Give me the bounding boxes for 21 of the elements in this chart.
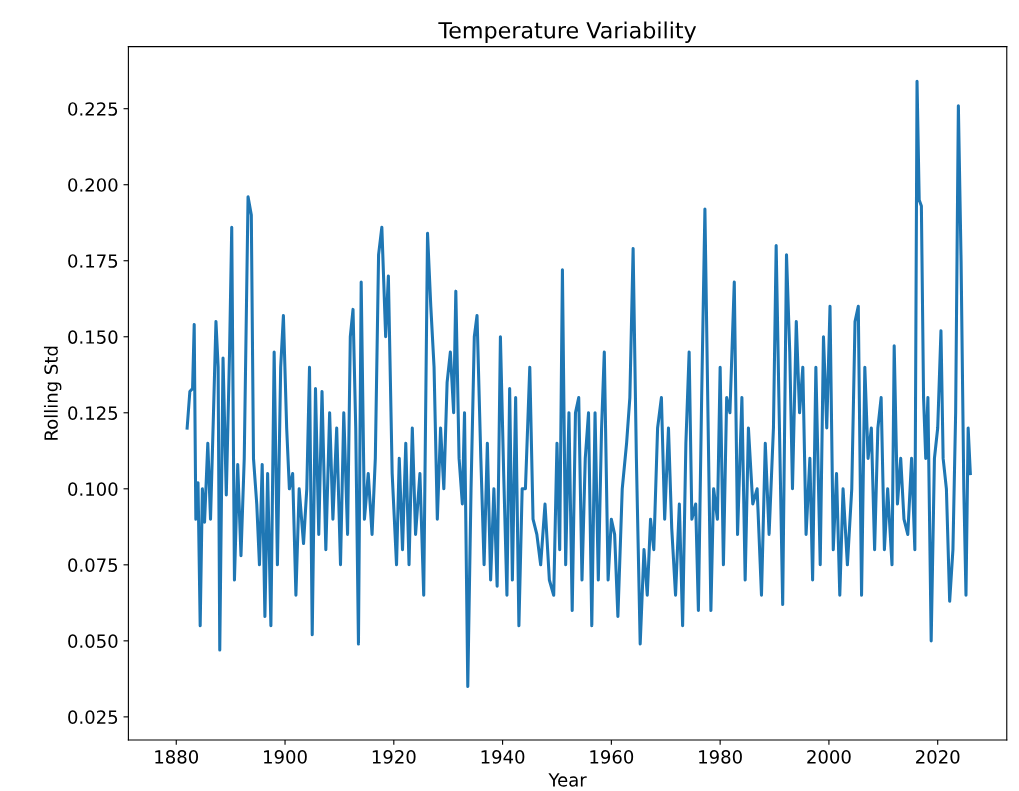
x-tick-label: 1880 bbox=[155, 750, 199, 764]
y-tick-label: 0.175 bbox=[68, 254, 118, 268]
y-tick-label: 0.125 bbox=[68, 406, 118, 420]
line-series bbox=[185, 79, 972, 688]
x-tick-label: 2020 bbox=[916, 750, 960, 764]
x-axis-title: Year bbox=[548, 773, 587, 787]
chart-title: Temperature Variability bbox=[438, 21, 697, 43]
y-tick-label: 0.025 bbox=[68, 710, 118, 724]
y-tick-label: 0.200 bbox=[68, 178, 118, 192]
x-tick-label: 1980 bbox=[699, 750, 742, 764]
x-tick-label: 1960 bbox=[590, 750, 634, 764]
y-tick-label: 0.225 bbox=[68, 102, 118, 116]
y-tick-label: 0.075 bbox=[68, 558, 118, 572]
y-tick-label: 0.050 bbox=[68, 634, 118, 648]
x-tick-label: 1940 bbox=[481, 750, 525, 764]
y-axis-title: Rolling Std bbox=[43, 346, 62, 440]
y-tick-label: 0.100 bbox=[68, 482, 118, 496]
x-tick-label: 2000 bbox=[807, 750, 851, 764]
x-tick-label: 1900 bbox=[264, 750, 307, 764]
x-tick-label: 1920 bbox=[372, 750, 416, 764]
y-tick-label: 0.150 bbox=[68, 330, 118, 344]
